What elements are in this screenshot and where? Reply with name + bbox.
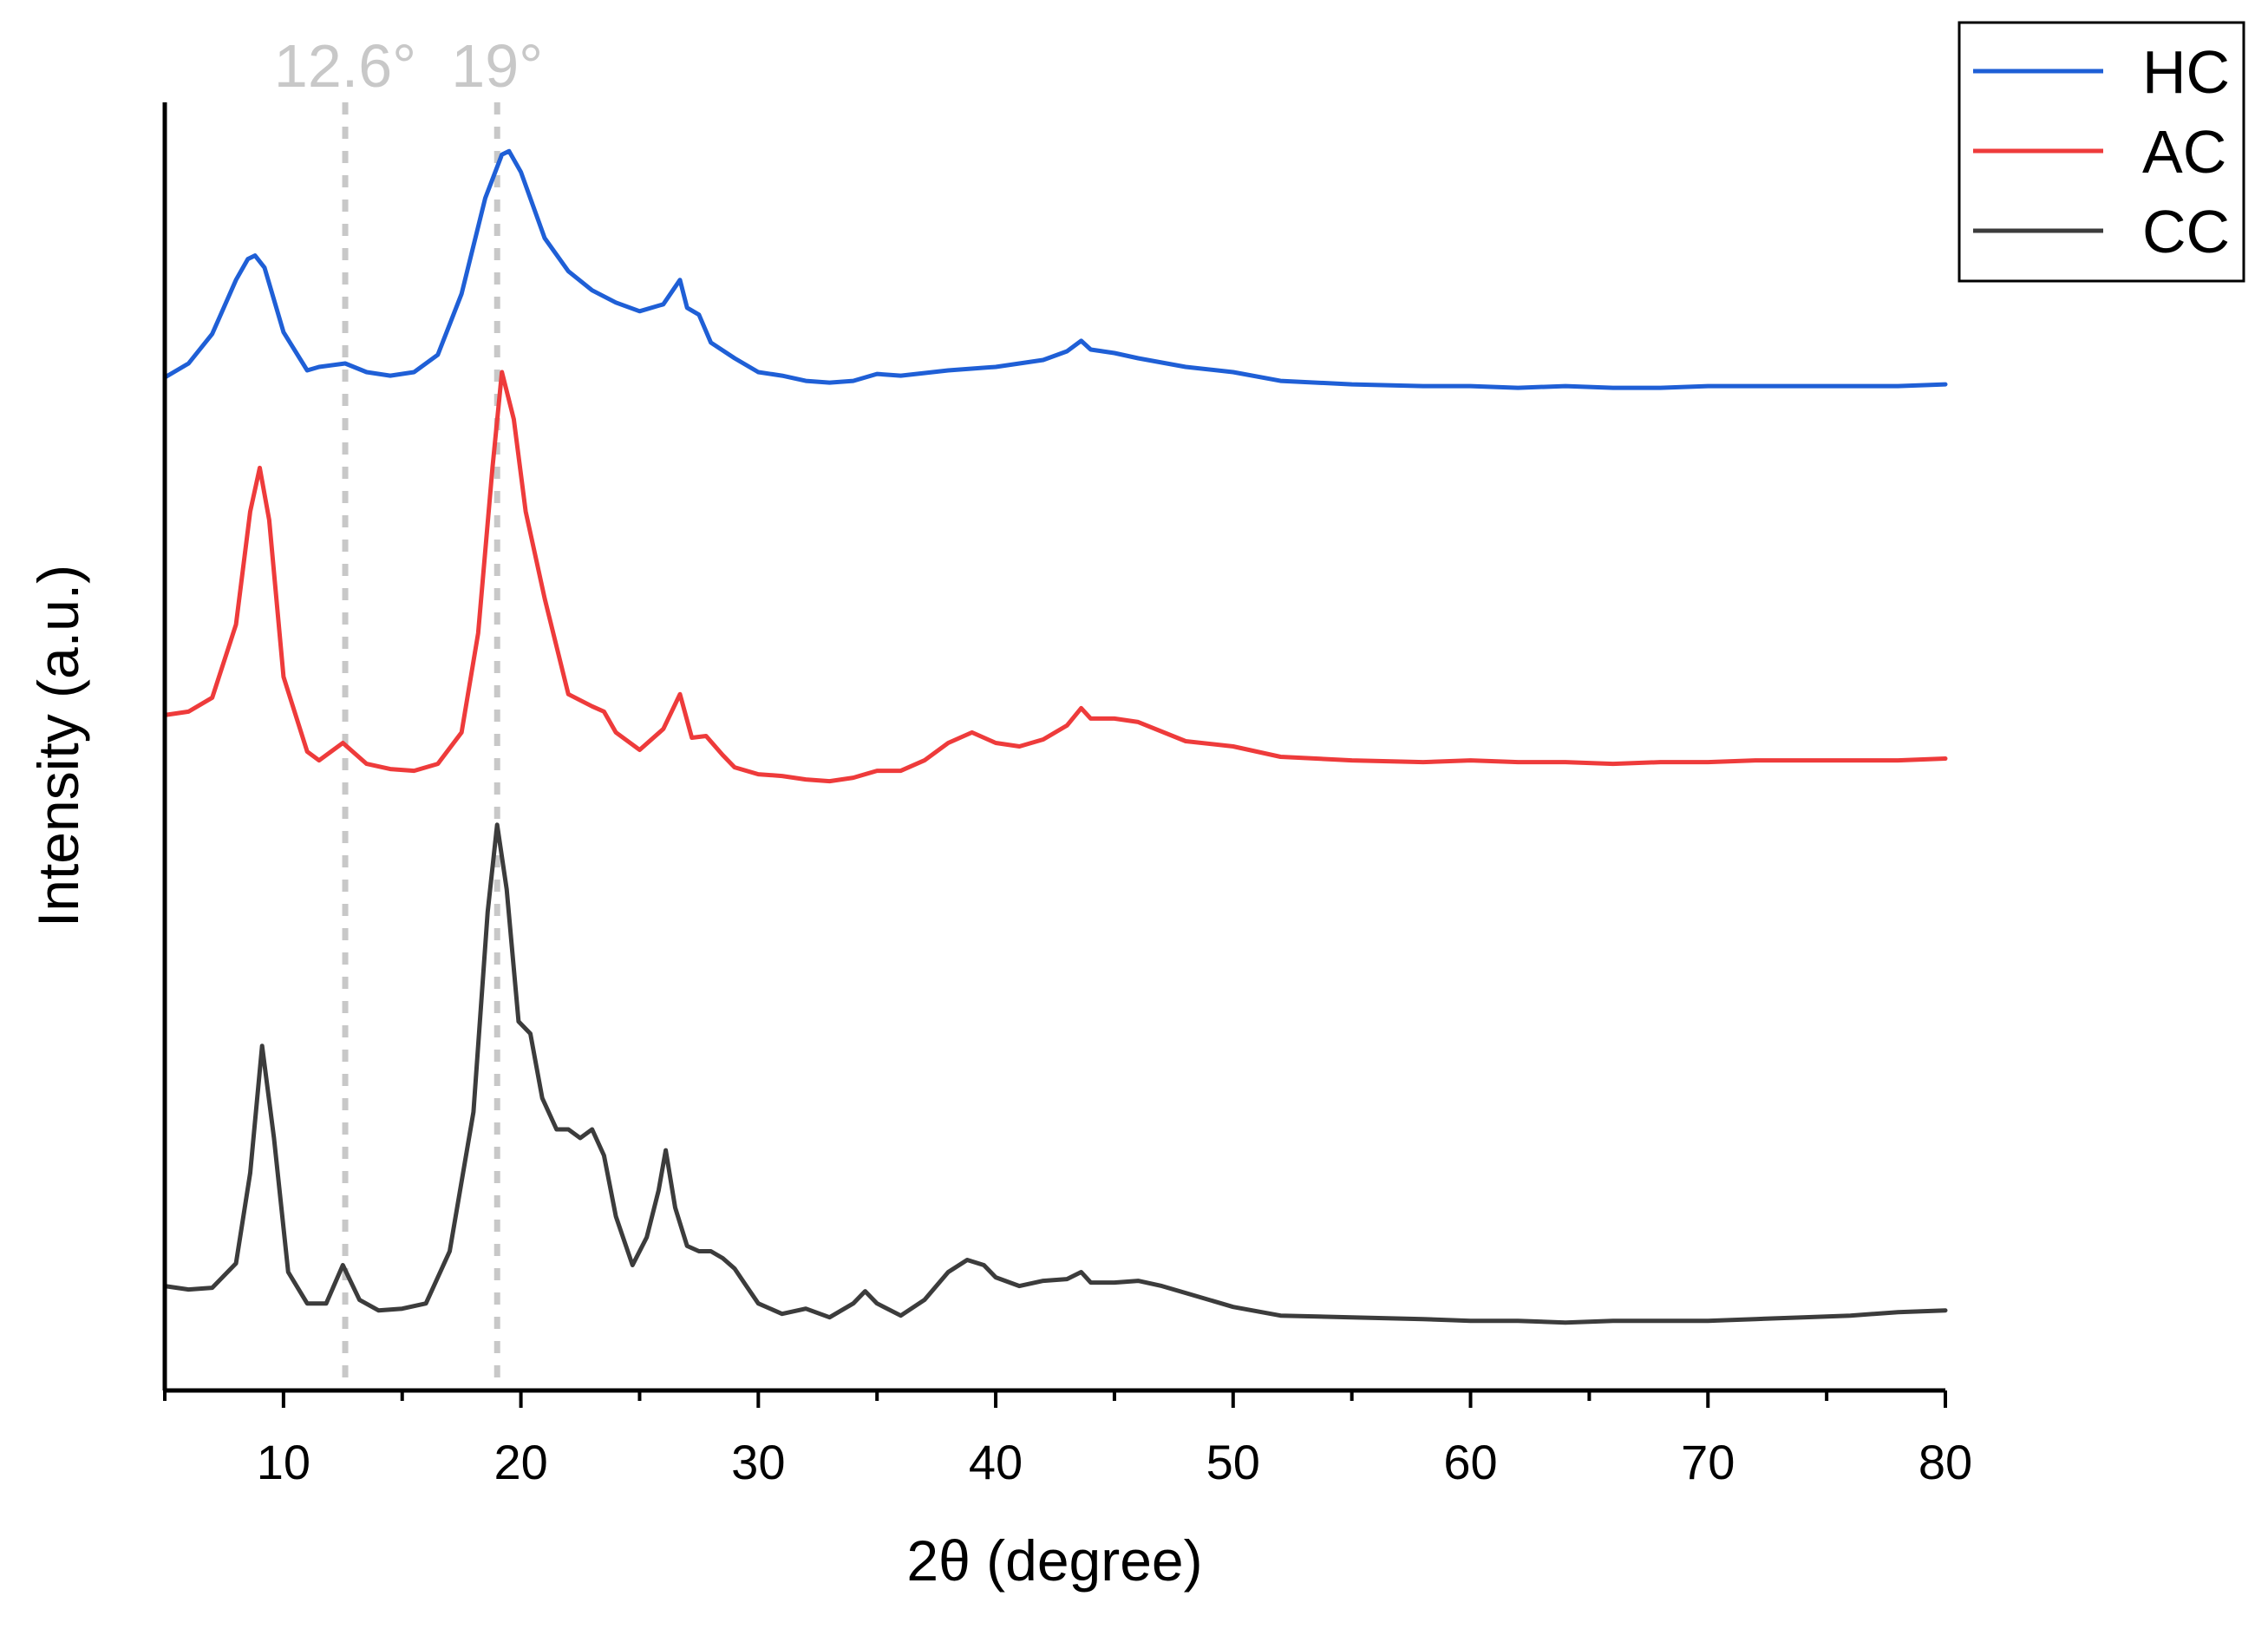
legend-label-cc: CC <box>2142 198 2230 265</box>
reference-line-label: 12.6° <box>274 32 416 100</box>
x-axis-title: 2θ (degree) <box>906 1528 1202 1593</box>
x-tick-label: 80 <box>1918 1435 1972 1489</box>
x-tick-label: 60 <box>1443 1435 1497 1489</box>
x-tick-label: 30 <box>731 1435 785 1489</box>
x-tick-label: 50 <box>1206 1435 1260 1489</box>
x-tick-label: 10 <box>257 1435 310 1489</box>
axes <box>162 102 1945 1393</box>
x-tick-label: 20 <box>493 1435 547 1489</box>
series-line-cc <box>162 822 1948 1325</box>
series-line-hc <box>162 148 1948 390</box>
reference-lines: 12.6° 19° <box>274 32 543 1390</box>
series-line-ac <box>162 370 1948 784</box>
reference-line-label: 19° <box>451 32 543 100</box>
legend: HC AC CC <box>1958 21 2245 283</box>
legend-label-hc: HC <box>2142 38 2230 106</box>
x-tick-label: 40 <box>969 1435 1023 1489</box>
legend-label-ac: AC <box>2142 118 2226 186</box>
plot-series <box>162 148 1948 1325</box>
x-axis-ticks: 10 20 30 40 50 60 70 80 <box>163 1390 1972 1489</box>
y-axis-title: Intensity (a.u.) <box>26 565 90 927</box>
x-tick-label: 70 <box>1681 1435 1735 1489</box>
